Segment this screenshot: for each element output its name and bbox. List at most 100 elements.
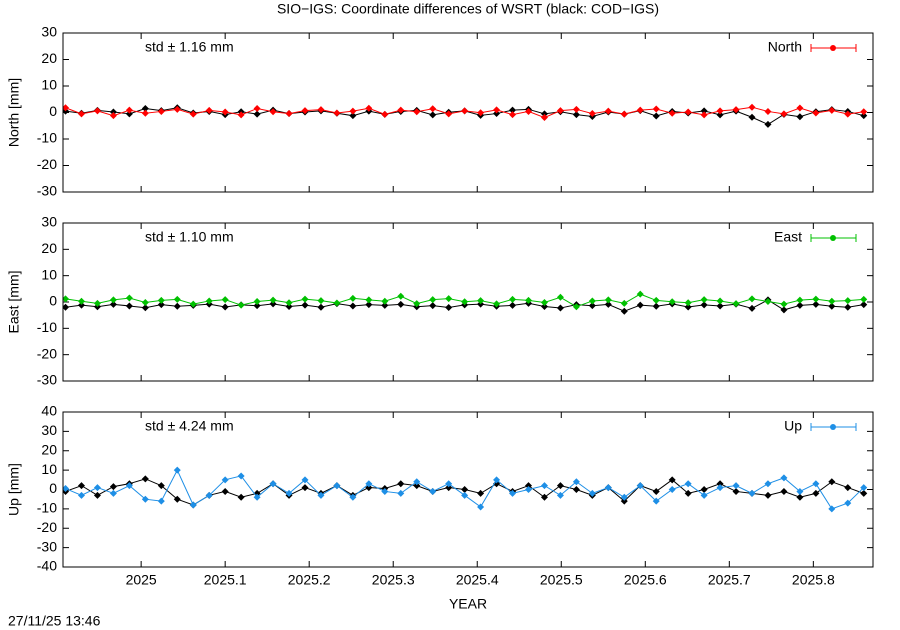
data-point (860, 301, 868, 309)
data-point (620, 110, 628, 118)
x-tick-label: 2025.4 (456, 572, 499, 588)
data-point (493, 110, 501, 118)
data-point (716, 297, 724, 305)
data-point (365, 480, 373, 488)
data-point (636, 290, 644, 298)
data-point (349, 493, 357, 501)
data-point (540, 299, 548, 307)
data-point (237, 111, 245, 119)
data-point (652, 112, 660, 120)
data-point (205, 297, 213, 305)
legend-label: North (768, 39, 802, 55)
data-point (509, 301, 517, 309)
data-point (620, 497, 628, 505)
data-point (556, 491, 564, 499)
y-tick-label: 30 (41, 422, 57, 438)
data-point (796, 493, 804, 501)
y-tick-label: 30 (41, 214, 57, 230)
annotation: std ± 1.10 mm (145, 229, 234, 245)
data-point (253, 493, 261, 501)
data-point (540, 114, 548, 122)
data-point (588, 110, 596, 118)
data-point (141, 109, 149, 117)
data-point (221, 476, 229, 484)
data-point (141, 495, 149, 503)
data-point (221, 303, 229, 311)
data-point (668, 486, 676, 493)
data-point (684, 299, 692, 307)
data-point (700, 486, 708, 493)
data-point (253, 105, 261, 113)
data-point (860, 108, 868, 116)
data-point (844, 110, 852, 118)
data-point (860, 484, 868, 492)
data-point (173, 495, 181, 503)
data-point (445, 484, 453, 492)
data-point (620, 299, 628, 307)
data-point (413, 300, 421, 308)
data-point (556, 107, 564, 115)
data-point (141, 105, 149, 113)
data-point (700, 491, 708, 499)
data-point (620, 493, 628, 501)
data-point (493, 300, 501, 308)
data-point (844, 484, 852, 492)
data-point (796, 104, 804, 112)
data-point (93, 484, 101, 492)
data-point (301, 107, 309, 115)
data-point (205, 106, 213, 114)
data-point (668, 109, 676, 117)
data-point (445, 304, 453, 312)
data-point (748, 295, 756, 303)
data-point (173, 466, 181, 474)
data-point (429, 105, 437, 113)
data-point (796, 487, 804, 495)
data-point (445, 480, 453, 488)
data-point (796, 296, 804, 304)
data-point (93, 491, 101, 499)
data-point (397, 480, 405, 488)
data-point (540, 493, 548, 501)
data-point (125, 106, 133, 114)
data-point (748, 489, 756, 497)
data-point (796, 301, 804, 309)
data-point (365, 301, 373, 309)
data-point (237, 472, 245, 480)
y-tick-label: -30 (37, 183, 57, 199)
data-point (684, 480, 692, 488)
x-tick-label: 2025.7 (708, 572, 751, 588)
y-tick-label: 0 (49, 293, 57, 309)
data-point (748, 103, 756, 111)
x-tick-label: 2025 (126, 572, 157, 588)
data-point (397, 106, 405, 114)
y-tick-label: -20 (37, 519, 57, 535)
legend-key (830, 235, 836, 241)
data-point (652, 105, 660, 113)
data-point (604, 484, 612, 492)
data-point (429, 296, 437, 304)
data-point (125, 482, 133, 490)
y-tick-label: -10 (37, 130, 57, 146)
data-point (748, 304, 756, 312)
data-point (684, 108, 692, 116)
data-point (93, 107, 101, 115)
y-tick-label: 10 (41, 461, 57, 477)
data-point (253, 302, 261, 310)
data-point (349, 302, 357, 310)
data-point (620, 307, 628, 315)
data-point (77, 301, 85, 309)
plot-frame (62, 32, 874, 193)
data-point (221, 487, 229, 495)
data-point (493, 476, 501, 484)
data-point (844, 297, 852, 305)
data-point (461, 107, 469, 115)
annotation: std ± 1.16 mm (145, 39, 234, 55)
data-point (333, 482, 341, 490)
y-axis-label: Up [mm] (6, 463, 22, 516)
data-point (349, 112, 357, 120)
data-point (764, 107, 772, 115)
y-tick-label: 0 (49, 103, 57, 119)
x-tick-label: 2025.6 (624, 572, 667, 588)
data-point (860, 295, 868, 303)
